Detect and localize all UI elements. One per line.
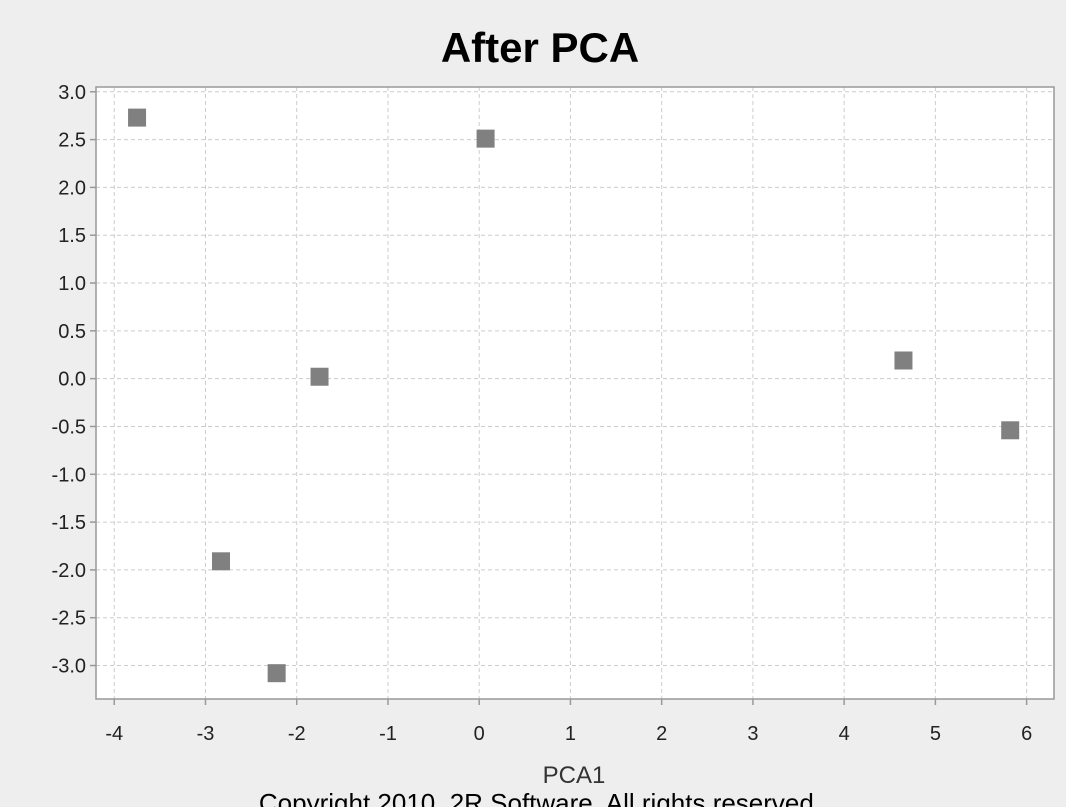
x-tick-label: -1 <box>379 723 397 745</box>
y-tick-label: -2.0 <box>52 560 86 582</box>
data-point <box>894 351 913 370</box>
y-tick-label: 2.0 <box>58 177 86 199</box>
plot-frame <box>95 86 1055 700</box>
x-tick-label: 6 <box>1021 723 1032 745</box>
y-tick-label: -3.0 <box>52 656 86 678</box>
copyright-text: Copyright 2010, 2R Software, All rights … <box>259 788 821 807</box>
data-point <box>1001 421 1020 440</box>
x-tick-label: 0 <box>474 723 485 745</box>
data-point <box>267 664 286 683</box>
y-tick-label: 1.0 <box>58 273 86 295</box>
y-tick-label: -1.0 <box>52 464 86 486</box>
y-tick-label: -2.5 <box>52 608 86 630</box>
x-tick-label: 1 <box>565 723 576 745</box>
y-tick-label: 3.0 <box>58 82 86 104</box>
data-point <box>211 552 230 571</box>
y-tick-label: 0.0 <box>58 369 86 391</box>
y-tick-label: -0.5 <box>52 416 86 438</box>
x-axis-title: PCA1 <box>543 762 606 789</box>
data-point <box>310 367 329 386</box>
x-tick-label: 4 <box>839 723 850 745</box>
data-point <box>128 108 147 127</box>
x-tick-label: -2 <box>288 723 306 745</box>
x-tick-label: 2 <box>656 723 667 745</box>
x-tick-label: -4 <box>105 723 123 745</box>
plot-area <box>96 87 1054 699</box>
data-points <box>128 108 1020 683</box>
y-tick-label: 1.5 <box>58 225 86 247</box>
y-tick-label: 0.5 <box>58 321 86 343</box>
x-tick-label: -3 <box>197 723 215 745</box>
axis-ticks: -4 -3 -2 -1 0 1 2 3 4 5 6 3.0 2.5 2.0 1.5 1.0 0.5 0.0 -0.5… <box>52 82 1033 745</box>
y-tick-label: 2.5 <box>58 130 86 152</box>
x-tick-label: 5 <box>930 723 941 745</box>
x-tick-label: 3 <box>747 723 758 745</box>
y-tick-label: -1.5 <box>52 512 86 534</box>
gridlines <box>96 87 1054 699</box>
data-point <box>476 129 495 148</box>
chart-title: After PCA <box>441 24 639 71</box>
